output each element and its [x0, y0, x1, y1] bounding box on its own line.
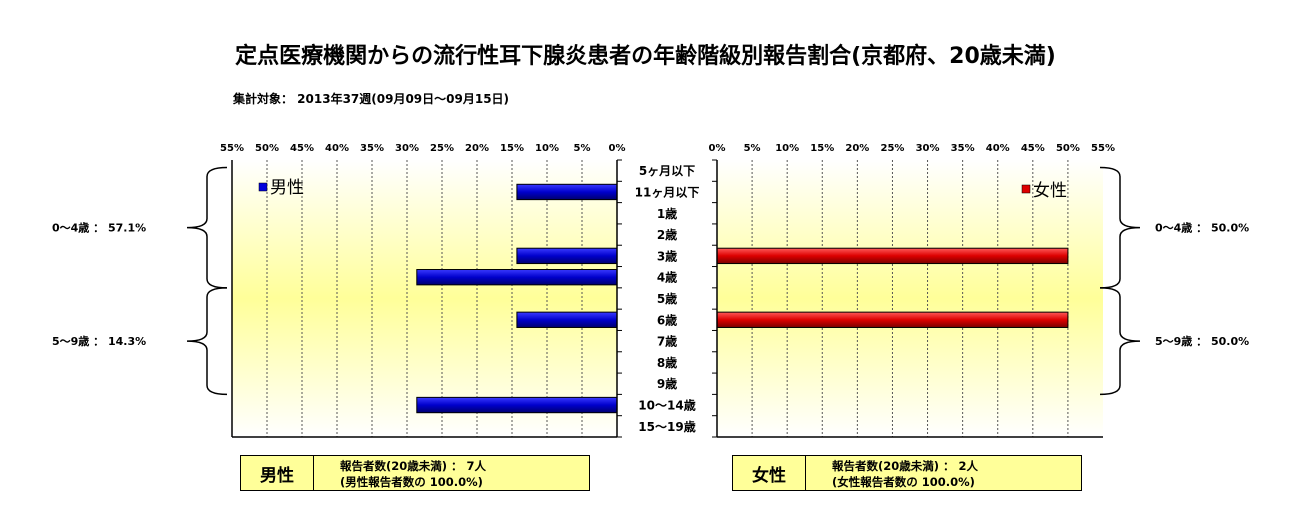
male-plot-area — [232, 160, 617, 437]
female-x-tick-label: 5% — [744, 143, 761, 154]
male-x-tick-label: 35% — [360, 143, 384, 154]
female-x-tick-label: 50% — [1056, 143, 1080, 154]
male-bar — [516, 311, 618, 328]
category-label: 1歳 — [657, 206, 677, 221]
female-brace-0-4 — [1099, 166, 1141, 289]
category-label: 8歳 — [657, 355, 677, 370]
female-x-tick-label: 20% — [845, 143, 869, 154]
category-label: 3歳 — [657, 248, 677, 263]
female-group-0-4-label: 0～4歳 ： 50.0% — [1155, 221, 1249, 235]
female-x-tick-label: 15% — [810, 143, 834, 154]
male-summary-percent: (男性報告者数の 100.0%) — [340, 475, 483, 489]
male-legend-swatch — [258, 182, 268, 192]
male-summary-count: 報告者数(20歳未満) ： 7人 — [340, 459, 487, 473]
female-x-tick-label: 25% — [880, 143, 904, 154]
female-x-tick-label: 55% — [1091, 143, 1115, 154]
female-plot-area — [717, 160, 1103, 437]
male-x-tick-label: 30% — [395, 143, 419, 154]
male-x-tick-label: 45% — [290, 143, 314, 154]
male-legend-label: 男性 — [270, 178, 304, 198]
category-label: 15～19歳 — [638, 419, 695, 434]
male-x-tick-label: 10% — [535, 143, 559, 154]
male-brace-5-9 — [186, 287, 228, 396]
category-label: 11ヶ月以下 — [635, 185, 700, 199]
female-x-tick-label: 40% — [986, 143, 1010, 154]
category-label: 4歳 — [657, 270, 677, 285]
male-x-tick-label: 5% — [574, 143, 591, 154]
female-summary-percent: (女性報告者数の 100.0%) — [832, 475, 975, 489]
female-summary-label: 女性 — [733, 456, 806, 490]
female-legend-label: 女性 — [1033, 181, 1067, 201]
male-x-tick-label: 55% — [220, 143, 244, 154]
female-x-tick-label: 10% — [775, 143, 799, 154]
category-label: 10～14歳 — [638, 398, 695, 413]
male-x-tick-label: 40% — [325, 143, 349, 154]
chart-subtitle: 集計対象： 2013年37週(09月09日～09月15日) — [233, 92, 510, 106]
male-summary-label: 男性 — [241, 456, 314, 490]
female-summary-text: 報告者数(20歳未満) ： 2人 (女性報告者数の 100.0%) — [806, 456, 978, 490]
female-brace-5-9 — [1099, 287, 1141, 396]
male-x-tick-label: 15% — [500, 143, 524, 154]
male-summary-box: 男性 報告者数(20歳未満) ： 7人 (男性報告者数の 100.0%) — [240, 455, 590, 491]
male-group-5-9-label: 5～9歳 ： 14.3% — [52, 334, 146, 348]
female-group-5-9-label: 5～9歳 ： 50.0% — [1155, 334, 1249, 348]
female-x-tick-label: 30% — [916, 143, 940, 154]
female-bar — [716, 247, 1069, 265]
male-x-tick-label: 20% — [465, 143, 489, 154]
male-bar — [516, 247, 618, 265]
chart-title: 定点医療機関からの流行性耳下腺炎患者の年齢階級別報告割合(京都府、20歳未満) — [235, 44, 1056, 69]
female-x-tick-label: 45% — [1021, 143, 1045, 154]
male-x-tick-label: 0% — [609, 143, 626, 154]
category-label: 5歳 — [657, 291, 677, 306]
female-summary-count: 報告者数(20歳未満) ： 2人 — [832, 459, 979, 473]
male-summary-text: 報告者数(20歳未満) ： 7人 (男性報告者数の 100.0%) — [314, 456, 486, 490]
category-label: 7歳 — [657, 334, 677, 349]
male-group-0-4-label: 0～4歳 ： 57.1% — [52, 221, 146, 235]
male-x-tick-label: 25% — [430, 143, 454, 154]
male-x-tick-label: 50% — [255, 143, 279, 154]
male-bar — [416, 396, 618, 414]
female-bar — [716, 311, 1069, 328]
female-x-tick-label: 35% — [951, 143, 975, 154]
category-label: 9歳 — [657, 376, 677, 391]
category-label: 6歳 — [657, 312, 677, 327]
female-legend-swatch — [1021, 184, 1031, 194]
male-bar — [516, 183, 618, 201]
category-label: 5ヶ月以下 — [639, 164, 695, 178]
male-bar — [416, 269, 618, 286]
female-summary-box: 女性 報告者数(20歳未満) ： 2人 (女性報告者数の 100.0%) — [732, 455, 1082, 491]
category-label: 2歳 — [657, 227, 677, 242]
female-x-tick-label: 0% — [709, 143, 726, 154]
male-brace-0-4 — [186, 166, 228, 289]
